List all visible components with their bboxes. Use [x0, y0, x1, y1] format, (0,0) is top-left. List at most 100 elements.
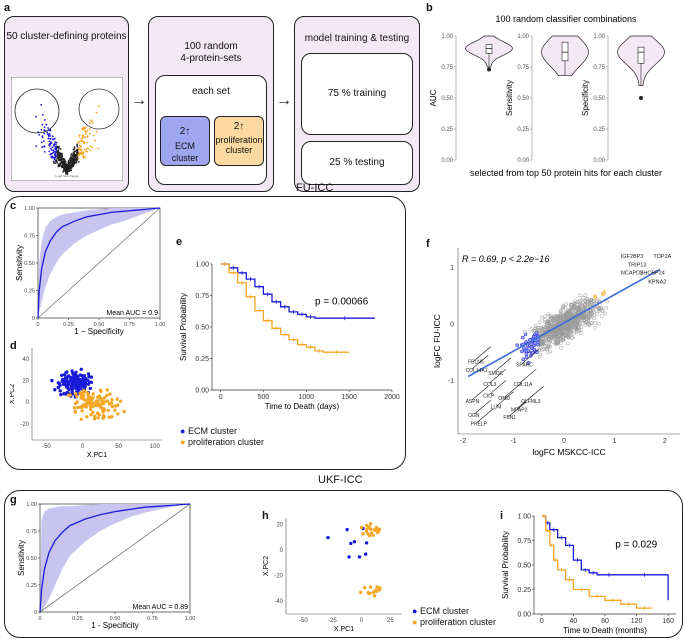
- panel-label-c: c: [10, 200, 17, 212]
- volcano-point: [59, 163, 62, 166]
- corr-point: [552, 319, 557, 324]
- corr-point: [540, 348, 545, 352]
- volcano-point: [68, 160, 70, 163]
- corr-point: [537, 332, 542, 336]
- pca-point: [100, 400, 104, 404]
- corr-point: [533, 328, 537, 333]
- corr-label-leader: [496, 391, 514, 407]
- volcano-point: [88, 128, 91, 130]
- volcano-point: [61, 162, 64, 165]
- fu-legend: ● ECM cluster ● proliferation cluster: [180, 426, 264, 448]
- violin-tick-label: 0.50: [517, 96, 529, 102]
- pca-point: [364, 552, 368, 556]
- legend-ecm: ● ECM cluster: [180, 426, 237, 436]
- corr-xtick-label: 1: [612, 438, 616, 445]
- corr-point: [577, 293, 582, 298]
- volcano-point: [97, 105, 100, 108]
- roc-diagonal: [37, 207, 161, 319]
- corr-point: [574, 321, 579, 326]
- corr-point: [555, 330, 560, 335]
- panel-a-box3-title: model training & testing: [304, 33, 410, 44]
- pca-point: [80, 392, 85, 397]
- volcano-point: [84, 129, 86, 132]
- corr-point: [600, 309, 605, 314]
- volcano-point: [86, 136, 89, 139]
- pca-ytick-label: -20: [20, 422, 29, 428]
- pca-point: [65, 380, 70, 384]
- corr-point: [539, 325, 543, 330]
- pca-point: [362, 586, 367, 590]
- volcano-point: [64, 165, 67, 167]
- pca-point: [85, 415, 89, 419]
- volcano-point: [66, 173, 69, 175]
- volcano-point: [84, 136, 87, 139]
- violin-tick-label: 1.00: [593, 34, 605, 40]
- corr-point: [552, 314, 557, 319]
- pca-point: [67, 374, 71, 378]
- corr-point: [580, 295, 585, 300]
- volcano-point: [55, 159, 58, 162]
- corr-point: [554, 340, 559, 344]
- roc-curve: [37, 207, 161, 319]
- pca-point: [80, 409, 84, 413]
- pca-point: [73, 382, 78, 386]
- violin-tick-label: 1.00: [517, 34, 529, 40]
- corr-point: [566, 335, 571, 340]
- pca-point: [122, 409, 126, 414]
- km-chart-i: 0 40 80 120 160 0.00 0.25 0.50 0.75 1.00 Time to D…: [501, 514, 676, 635]
- corr-label-leader: [471, 385, 489, 401]
- corr-point: [565, 341, 570, 346]
- pca-xtick-label: 0: [81, 444, 85, 450]
- volcano-point: [76, 153, 78, 156]
- corr-point: [559, 330, 563, 334]
- volcano-point: [83, 127, 85, 130]
- corr-point: [529, 327, 534, 332]
- pca-point: [87, 374, 91, 379]
- volcano-point: [88, 132, 91, 135]
- pca-point: [371, 590, 375, 594]
- legend-ecm: ● ECM cluster: [412, 606, 469, 616]
- corr-point: [537, 320, 542, 325]
- corr-point: [561, 324, 566, 329]
- corr-point: [588, 313, 593, 317]
- pca-point: [73, 409, 77, 414]
- training-label: 75 % training: [327, 88, 387, 99]
- volcano-point: [56, 157, 59, 160]
- panel-a-box2-title-1: 100 random: [184, 41, 238, 52]
- corr-point: [563, 333, 568, 337]
- pca-point: [367, 591, 371, 596]
- corr-point: [603, 311, 608, 316]
- volcano-point: [82, 135, 84, 138]
- roc-ytick-label: 0.25: [26, 583, 37, 589]
- violin-tick-label: 0.00: [517, 158, 529, 164]
- corr-point: [599, 314, 604, 318]
- volcano-point: [82, 151, 85, 154]
- volcano-point: [40, 141, 43, 144]
- km-xlabel: Time to Death (days): [265, 402, 340, 411]
- pca-point: [64, 370, 68, 375]
- pca-point: [72, 406, 77, 410]
- corr-point: [597, 307, 601, 311]
- ecm-cluster-box: 2↑ ECM cluster: [160, 116, 210, 166]
- corr-point: [587, 323, 592, 328]
- roc-xtick-label: 0.75: [124, 322, 135, 328]
- pca-point: [110, 404, 115, 409]
- pca-point: [349, 541, 353, 546]
- corr-point: [524, 352, 529, 356]
- corr-point: [538, 352, 543, 357]
- violin-ylabel: AUC: [429, 89, 438, 106]
- legend-prolif: ● proliferation cluster: [180, 437, 264, 447]
- volcano-point: [76, 157, 78, 160]
- legend-dot-prolif: ●: [412, 617, 418, 627]
- corr-gene-label: COL11A: [514, 382, 533, 388]
- pca-xtick-label: 0: [360, 618, 364, 624]
- corr-point: [555, 315, 560, 319]
- pca-point: [86, 372, 91, 376]
- legend-prolif: ● proliferation cluster: [412, 617, 496, 627]
- volcano-point: [86, 141, 89, 144]
- corr-point: [587, 322, 592, 326]
- volcano-point: [53, 144, 55, 147]
- corr-point: [556, 341, 561, 345]
- volcano-point: [78, 136, 81, 138]
- roc-xtick-label: 0.50: [94, 322, 105, 328]
